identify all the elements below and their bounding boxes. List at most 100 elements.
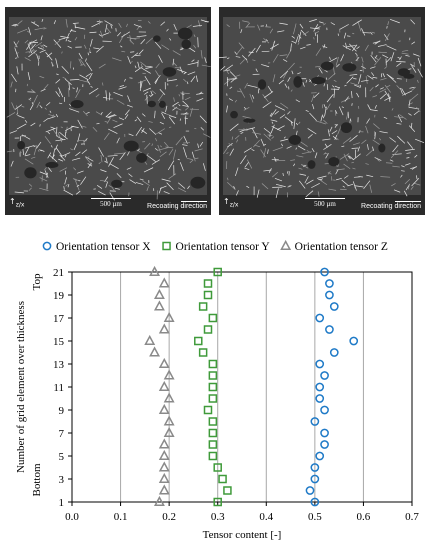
pore-mark xyxy=(70,100,84,109)
scale-bar-label: 500 µm xyxy=(314,200,336,208)
fiber-mark xyxy=(44,170,49,178)
fiber-mark xyxy=(271,136,275,139)
fiber-mark xyxy=(147,21,151,24)
fiber-mark xyxy=(164,141,170,148)
fiber-mark xyxy=(279,54,288,57)
fiber-mark xyxy=(88,88,99,95)
fiber-mark xyxy=(361,139,367,145)
fiber-mark xyxy=(98,34,103,37)
fiber-mark xyxy=(396,123,402,125)
fiber-mark xyxy=(329,56,331,60)
fiber-mark xyxy=(313,24,319,32)
fiber-mark xyxy=(341,106,344,109)
fiber-mark xyxy=(144,91,149,95)
fiber-mark xyxy=(193,34,196,38)
fiber-mark xyxy=(62,76,67,80)
fiber-mark xyxy=(155,137,157,142)
fiber-mark xyxy=(269,28,274,34)
fiber-mark xyxy=(55,79,61,84)
fiber-mark xyxy=(410,63,415,67)
fiber-mark xyxy=(159,121,164,125)
fiber-mark xyxy=(263,169,272,172)
fiber-mark xyxy=(226,57,230,60)
fiber-mark xyxy=(186,157,193,160)
fiber-mark xyxy=(367,104,371,110)
fiber-mark xyxy=(166,182,174,191)
data-point-circle xyxy=(310,497,320,507)
fiber-mark xyxy=(240,29,243,34)
fiber-mark xyxy=(318,67,323,74)
fiber-mark xyxy=(72,87,75,89)
fiber-mark xyxy=(65,125,74,132)
fiber-mark xyxy=(299,173,307,176)
fiber-mark xyxy=(74,26,86,30)
fiber-mark xyxy=(327,129,330,137)
data-point-square xyxy=(208,371,218,380)
fiber-mark xyxy=(6,150,13,153)
fiber-mark xyxy=(37,47,44,50)
fiber-mark xyxy=(40,44,42,48)
fiber-mark xyxy=(334,134,338,140)
fiber-mark xyxy=(10,160,14,167)
fiber-mark xyxy=(139,81,143,92)
fiber-mark xyxy=(112,119,118,123)
fiber-mark xyxy=(127,95,131,102)
fiber-mark xyxy=(10,81,13,88)
fiber-mark xyxy=(280,70,289,79)
fiber-mark xyxy=(112,57,122,62)
data-point-triangle xyxy=(158,380,170,392)
fiber-mark xyxy=(14,191,24,194)
fiber-mark xyxy=(82,110,88,117)
fiber-mark xyxy=(236,139,239,143)
fiber-mark xyxy=(323,104,326,109)
fiber-mark xyxy=(25,50,36,53)
fiber-mark xyxy=(372,95,378,98)
fiber-mark xyxy=(118,86,127,90)
fiber-mark xyxy=(151,143,154,147)
fiber-mark xyxy=(184,96,191,101)
fiber-mark xyxy=(415,138,425,143)
fiber-mark xyxy=(173,149,176,160)
fiber-mark xyxy=(73,143,78,151)
fiber-mark xyxy=(182,105,189,107)
data-point-square xyxy=(203,290,213,300)
fiber-mark xyxy=(322,138,331,141)
fiber-mark xyxy=(183,135,188,144)
fiber-mark xyxy=(390,52,395,62)
fiber-mark xyxy=(65,184,68,187)
fiber-mark xyxy=(84,44,87,49)
fiber-mark xyxy=(130,37,140,40)
fiber-mark xyxy=(104,24,108,33)
fiber-mark xyxy=(335,56,339,66)
fiber-mark xyxy=(45,52,53,61)
fiber-mark xyxy=(137,79,147,84)
x-tick-label: 0.7 xyxy=(405,511,419,523)
fiber-mark xyxy=(105,181,108,188)
fiber-mark xyxy=(204,57,207,63)
x-tick-label: 0.4 xyxy=(259,511,273,523)
fiber-mark xyxy=(392,165,400,168)
fiber-mark xyxy=(26,83,29,87)
fiber-mark xyxy=(118,23,122,28)
fiber-mark xyxy=(55,58,59,69)
fiber-mark xyxy=(326,94,334,103)
fiber-mark xyxy=(201,64,211,68)
pore-mark xyxy=(342,63,357,72)
fiber-mark xyxy=(126,104,133,108)
fiber-mark xyxy=(229,123,239,131)
y-tick-label: 5 xyxy=(59,451,65,463)
fiber-mark xyxy=(175,137,183,146)
y-tick-label: 17 xyxy=(53,313,65,325)
fiber-mark xyxy=(78,52,83,60)
fiber-mark xyxy=(405,54,410,57)
fiber-mark xyxy=(104,120,108,123)
fiber-mark xyxy=(384,84,391,93)
data-point-circle xyxy=(320,267,329,277)
fiber-mark xyxy=(177,159,180,161)
fiber-mark xyxy=(373,123,380,130)
fiber-mark xyxy=(336,138,339,141)
fiber-mark xyxy=(197,143,199,149)
fiber-mark xyxy=(318,178,328,186)
fiber-mark xyxy=(203,163,206,171)
fiber-mark xyxy=(24,39,29,44)
